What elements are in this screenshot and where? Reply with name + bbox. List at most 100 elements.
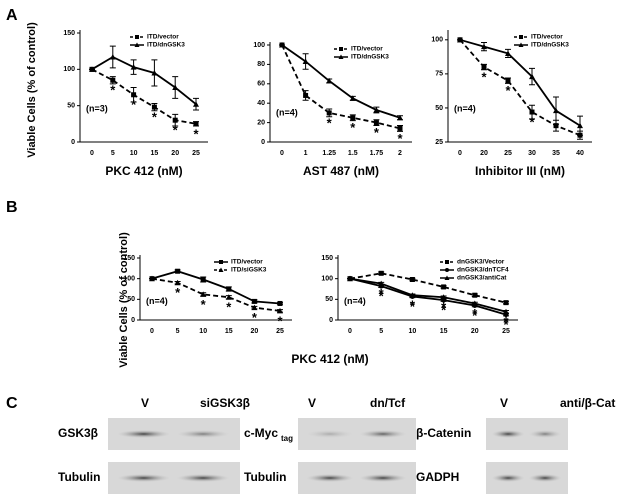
legend-marker xyxy=(339,47,343,51)
series-line xyxy=(91,68,197,125)
x-tick-label: 1.25 xyxy=(322,150,336,157)
blot-band xyxy=(491,430,525,438)
legend-label: ITD/vector xyxy=(531,34,563,41)
x-tick-label: 1.75 xyxy=(370,150,384,157)
blot-band xyxy=(306,474,354,482)
x-tick-label: 0 xyxy=(150,328,154,335)
y-tick-label: 100 xyxy=(431,37,443,44)
blot-band xyxy=(528,430,562,438)
lane-label: V xyxy=(500,396,508,410)
marker xyxy=(409,276,415,282)
legend-marker xyxy=(444,275,450,280)
blot-band xyxy=(176,430,230,438)
legend-label: dnGSK3/antiCat xyxy=(457,275,507,282)
row-label: GSK3β xyxy=(58,426,98,440)
legend-label: ITD/dnGSK3 xyxy=(147,42,185,49)
significance-label: * xyxy=(481,70,487,85)
x-tick-label: 0 xyxy=(90,150,94,157)
series-line xyxy=(459,39,581,137)
x-axis-title: AST 487 (nM) xyxy=(303,164,379,178)
marker xyxy=(347,275,353,282)
significance-label: * xyxy=(175,285,181,300)
marker xyxy=(149,275,155,282)
row-label-text: GADPH xyxy=(416,470,459,484)
legend-marker xyxy=(519,35,523,39)
marker xyxy=(577,122,583,129)
y-tick-label: 100 xyxy=(63,66,75,73)
y-tick-label: 25 xyxy=(435,139,443,146)
lane-label: V xyxy=(141,396,149,410)
series-line xyxy=(349,277,507,313)
marker xyxy=(277,307,283,314)
marker xyxy=(529,73,535,80)
marker xyxy=(151,104,157,110)
marker xyxy=(373,106,380,113)
blot-band xyxy=(117,474,171,482)
x-tick-label: 25 xyxy=(276,328,284,335)
marker xyxy=(279,42,285,48)
marker xyxy=(326,110,332,116)
lane-label: siGSK3β xyxy=(200,396,250,410)
y-tick-label: 50 xyxy=(325,296,333,303)
marker xyxy=(373,120,379,126)
row-label-text: c-Myc xyxy=(244,426,278,440)
annotation: (n=3) xyxy=(86,104,108,114)
significance-label: * xyxy=(379,289,385,304)
significance-label: * xyxy=(374,125,380,140)
significance-label: * xyxy=(472,306,478,321)
marker xyxy=(505,78,511,84)
marker xyxy=(193,121,199,127)
annotation: (n=4) xyxy=(146,296,168,306)
y-tick-label: 50 xyxy=(67,103,75,110)
significance-label: * xyxy=(441,300,447,315)
marker xyxy=(350,115,356,121)
marker xyxy=(193,101,199,107)
x-tick-label: 25 xyxy=(502,328,510,335)
marker xyxy=(302,58,309,64)
panel-label: B xyxy=(6,199,18,216)
x-tick-label: 35 xyxy=(552,150,560,157)
significance-label: * xyxy=(131,97,137,112)
significance-label: * xyxy=(327,115,333,130)
x-axis-title: Inhibitor III (nM) xyxy=(475,164,565,178)
marker xyxy=(503,300,509,306)
series-line xyxy=(151,270,281,305)
significance-label: * xyxy=(277,313,283,328)
legend-label: ITD/vector xyxy=(231,259,263,266)
marker xyxy=(251,304,258,311)
significance-label: * xyxy=(397,131,403,146)
marker xyxy=(472,292,478,298)
row-label: Tubulin xyxy=(58,470,100,484)
marker xyxy=(397,114,403,121)
blot-band xyxy=(359,430,407,438)
significance-label: * xyxy=(505,83,511,98)
y-tick-label: 0 xyxy=(71,139,75,146)
y-axis-title: Viable Cells (% of control) xyxy=(118,232,130,368)
significance-label: * xyxy=(252,310,258,325)
legend-marker xyxy=(338,54,344,59)
lane-label: dn/Tcf xyxy=(370,396,406,410)
y-tick-label: 80 xyxy=(257,61,265,68)
y-tick-label: 150 xyxy=(123,255,135,262)
significance-label: * xyxy=(503,314,509,329)
marker xyxy=(151,69,158,76)
marker xyxy=(440,294,447,300)
x-tick-label: 0 xyxy=(280,150,284,157)
x-tick-label: 5 xyxy=(111,150,115,157)
legend-marker xyxy=(218,267,224,272)
x-tick-label: 5 xyxy=(379,328,383,335)
marker xyxy=(457,36,463,43)
series-line xyxy=(281,44,401,130)
x-axis-title: PKC 412 (nM) xyxy=(291,352,368,366)
series-line xyxy=(349,277,507,316)
x-tick-label: 20 xyxy=(171,150,179,157)
y-tick-label: 40 xyxy=(257,100,265,107)
x-tick-label: 25 xyxy=(504,150,512,157)
legend-marker xyxy=(135,35,139,39)
marker xyxy=(172,117,178,123)
y-tick-label: 0 xyxy=(261,139,265,146)
significance-label: * xyxy=(410,298,416,313)
row-label-text: GSK3β xyxy=(58,426,98,440)
significance-label: * xyxy=(173,123,179,138)
marker xyxy=(505,50,511,56)
